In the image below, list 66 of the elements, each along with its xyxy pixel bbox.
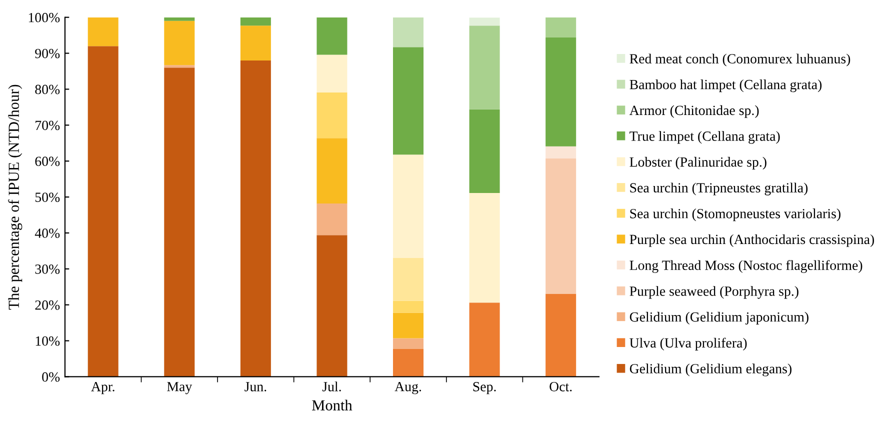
y-tick-label: 20%: [35, 300, 60, 310]
legend-label: Bamboo hat limpet (Cellana grata): [630, 79, 822, 92]
bar: [393, 154, 424, 258]
x-tick-label: Apr.: [91, 382, 114, 394]
legend-label: Long Thread Moss (Nostoc flagelliforme): [630, 260, 862, 273]
bar: [469, 26, 500, 110]
legend-label: Red meat conch (Conomurex luhuanus): [630, 54, 850, 66]
bar: [164, 68, 195, 377]
bar: [393, 312, 424, 338]
x-tick-label: Jul.: [322, 382, 341, 392]
legend-label: True limpet (Cellana grata): [630, 131, 780, 144]
bar: [469, 302, 500, 377]
y-tick-label: 10%: [36, 336, 60, 346]
y-tick-label: 60%: [35, 156, 60, 166]
y-tick-label: 80%: [35, 84, 60, 94]
bar: [469, 193, 500, 303]
legend-label: Armor (Chitonidae sp.): [629, 105, 759, 118]
bar: [164, 20, 195, 66]
bar: [88, 17, 118, 46]
bar: [546, 294, 576, 377]
bar: [316, 17, 348, 55]
y-tick-label: 70%: [36, 120, 60, 130]
legend-label: Sea urchin (Tripneustes gratilla): [630, 182, 808, 196]
legend-label: Lobster (Palinuridae sp.): [630, 156, 766, 170]
bar: [316, 92, 348, 138]
x-tick-label: Jun.: [244, 382, 266, 392]
y-tick-label: 90%: [35, 48, 60, 58]
bar: [546, 146, 576, 159]
y-tick-label: 30%: [35, 264, 60, 274]
bar: [240, 26, 271, 60]
y-tick-label: 100%: [28, 12, 60, 22]
bar: [546, 37, 576, 146]
bar: [393, 338, 424, 350]
x-tick-label: Oct.: [550, 382, 572, 392]
bar: [546, 158, 576, 294]
legend-label: Sea urchin (Stomopneustes variolaris): [630, 208, 840, 222]
bar: [164, 17, 195, 21]
bar: [88, 46, 118, 377]
bar: [393, 349, 424, 377]
bar: [316, 235, 348, 377]
x-tick-label: Sep.: [473, 382, 496, 394]
bar: [546, 17, 576, 38]
bar: [316, 203, 348, 236]
y-tick-label: 50%: [35, 192, 60, 202]
x-tick-label: May: [167, 382, 192, 394]
legend-label: Gelidium (Gelidium elegans): [630, 364, 792, 376]
bar: [393, 47, 424, 155]
bar: [393, 258, 424, 301]
bar: [393, 17, 424, 48]
legend-label: Ulva (Ulva prolifera): [630, 338, 747, 350]
y-axis-title: The percentage of IPUE (NTD/hour): [8, 84, 22, 310]
legend-label: Purple seaweed (Porphyra sp.): [630, 286, 798, 299]
bar: [393, 300, 424, 313]
bar: [316, 54, 348, 92]
bar: [316, 138, 348, 204]
bar: [469, 18, 500, 26]
x-axis-title: Month: [312, 400, 352, 410]
y-tick-label: 40%: [34, 228, 60, 238]
legend-label: Purple sea urchin (Anthocidaris crassispina): [630, 234, 874, 247]
y-tick-label: 0%: [42, 372, 60, 382]
bar: [469, 109, 500, 194]
bar: [164, 65, 195, 68]
legend-label: Gelidium (Gelidium japonicum): [630, 312, 808, 325]
bar: [240, 60, 271, 377]
x-tick-label: Aug.: [394, 382, 422, 394]
bar: [240, 17, 271, 26]
